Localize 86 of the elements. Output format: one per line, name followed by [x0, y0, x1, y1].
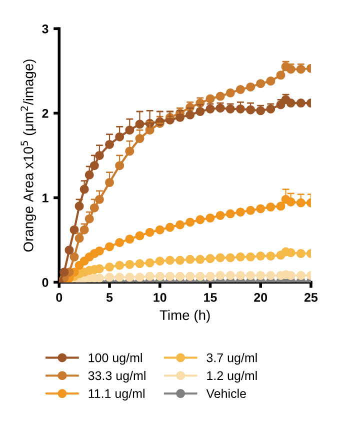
point [296, 270, 306, 280]
point [70, 225, 79, 234]
point [226, 253, 235, 262]
y-axis-title: Orange Area x10$^{5}$ (μm$^{2}$/image) [20, 60, 36, 252]
x-tick-label: 15 [204, 293, 217, 302]
point [246, 252, 256, 262]
point [276, 202, 286, 211]
point [60, 268, 69, 277]
point [286, 98, 296, 108]
point [276, 70, 286, 80]
legend-label: 11.1 ug/ml [88, 388, 144, 400]
point [165, 256, 174, 265]
legend-label: 100 ug/ml [88, 353, 142, 365]
x-tick-label: 5 [106, 293, 113, 302]
point [145, 258, 154, 268]
point [165, 272, 174, 281]
y-tick-label: 1 [42, 194, 48, 202]
x-tick-label: 25 [304, 292, 318, 302]
point [246, 206, 256, 215]
point [105, 262, 114, 272]
point [196, 215, 205, 224]
point [94, 246, 104, 256]
point [256, 252, 266, 261]
point [206, 254, 215, 264]
point [226, 88, 235, 98]
point [70, 252, 79, 262]
point [196, 272, 205, 281]
point [145, 272, 154, 281]
point [216, 210, 225, 220]
point [145, 228, 154, 237]
point [246, 270, 256, 280]
point [115, 260, 124, 270]
point [186, 272, 195, 281]
point [266, 76, 276, 86]
point [155, 225, 164, 234]
point [256, 270, 266, 280]
point [176, 256, 185, 265]
x-tick-label: 20 [254, 292, 268, 302]
point [296, 98, 306, 108]
point [125, 272, 134, 282]
point [176, 272, 185, 281]
point [236, 85, 245, 94]
point [216, 253, 225, 262]
y-tick-label: 0 [42, 278, 48, 287]
point [135, 259, 144, 268]
y-tick-label: 2 [42, 108, 48, 118]
point [206, 213, 215, 223]
point [186, 254, 195, 264]
point [236, 208, 245, 217]
point [266, 252, 276, 261]
point [246, 82, 256, 92]
point [105, 272, 114, 282]
point [216, 270, 225, 280]
point [115, 272, 124, 282]
x-tick-label: 0 [56, 292, 62, 302]
point [236, 270, 245, 280]
point [226, 209, 235, 218]
x-tick-label: 10 [154, 292, 166, 302]
point [236, 252, 245, 262]
point [165, 222, 174, 232]
point [186, 218, 195, 227]
point [64, 246, 74, 255]
legend-label: Vehicle [206, 388, 246, 398]
point [256, 204, 266, 214]
point [155, 256, 164, 266]
point [115, 238, 124, 248]
point [135, 272, 144, 282]
point [196, 254, 205, 264]
point [266, 202, 276, 212]
legend-label: 33.3 ug/ml [88, 370, 146, 383]
point [226, 270, 235, 280]
point [296, 248, 306, 258]
point [256, 79, 266, 88]
legend-label: 3.7 ug/ml [206, 353, 257, 365]
y-tick-label: 3 [42, 24, 48, 34]
point [135, 231, 144, 240]
point [125, 260, 134, 270]
point [155, 272, 164, 281]
x-axis-title: Time (h) [160, 310, 210, 323]
legend-label: 1.2 ug/ml [207, 370, 257, 383]
point [216, 92, 225, 101]
point [206, 272, 215, 281]
point [105, 242, 114, 252]
point [176, 220, 185, 230]
point [266, 270, 276, 280]
point [125, 234, 134, 244]
